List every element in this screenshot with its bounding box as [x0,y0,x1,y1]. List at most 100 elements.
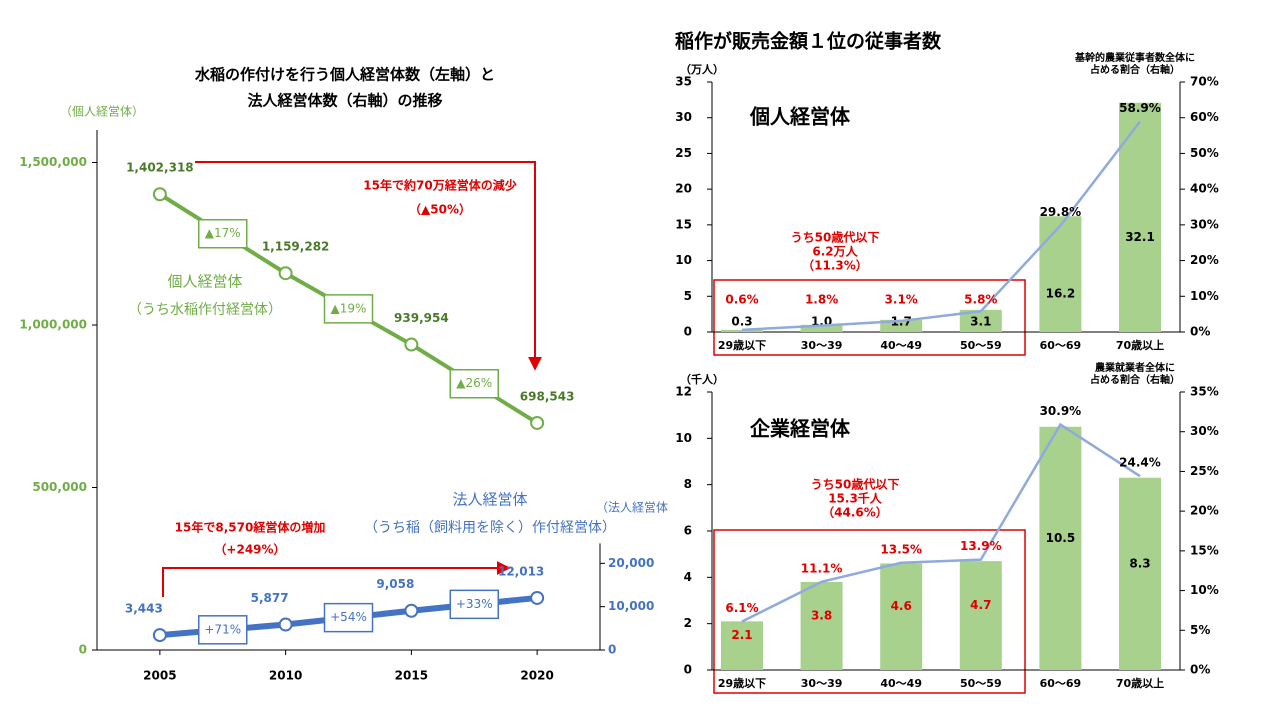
bar [800,581,843,670]
y2-axis-label: 占める割合（右軸） [1090,373,1180,386]
line-label: 13.9% [960,539,1002,553]
y-tick-label: 30 [675,110,692,124]
change-box [449,368,499,399]
line-label: 11.1% [801,561,843,575]
x-tick-label: 60～69 [1040,677,1082,690]
y2-tick-label: 30% [1190,217,1219,231]
value-label: 3,443 [125,602,163,616]
line-label: 29.8% [1040,205,1082,219]
y2-tick-label: 25% [1190,464,1219,478]
point [404,337,419,352]
y2-tick-label: 30% [1190,424,1219,438]
bar [800,324,843,332]
point [152,187,167,202]
change-box [323,602,374,633]
y2-axis-label: 基幹的農業従事者数全体に [1074,51,1195,64]
bar-label: 0.3 [731,315,752,329]
chart-title: 企業経営体 [750,417,851,441]
annotation: 15年で8,570経営体の増加 [175,520,326,535]
line-label: 13.5% [880,542,922,556]
x-tick-label: 29歳以下 [718,338,766,352]
y-tick-label: 0 [684,663,692,677]
x-tick-label: 40～49 [880,677,922,690]
chart-title: 個人経営体 [749,105,851,129]
heading: 稲作が販売金額１位の従事者数 [675,30,942,53]
x-tick-label: 2005 [143,669,176,683]
bar [1039,216,1082,332]
y-tick-label: 500,000 [32,480,87,494]
y2-axis-label: （法人経営体 [596,501,668,515]
y2-tick-label: 0 [608,643,616,657]
x-tick-label: 2020 [520,669,553,683]
y-tick-label: 1,500,000 [19,155,87,169]
x-tick-label: 50～59 [960,339,1002,352]
y-tick-label: 1,000,000 [19,318,87,332]
change-box [323,294,374,324]
y-tick-label: 10 [675,253,692,267]
y-axis-label: （万人） [680,63,724,76]
point [278,266,293,281]
value-label: 939,954 [394,311,449,325]
point [404,603,419,618]
value-label: 1,159,282 [262,240,330,254]
y-tick-label: 4 [684,570,692,584]
point [530,415,545,430]
series-note: （うち稲（飼料用を除く）作付経営体） [364,520,616,536]
x-tick-label: 2015 [395,669,428,683]
bar-label: 4.7 [970,598,991,612]
decrease-arrow [195,161,542,371]
value-label: 1,402,318 [126,161,194,175]
highlight-box [713,279,1026,356]
bar-label: 3.8 [811,608,832,622]
change-box [198,218,248,249]
bar-label: 16.2 [1046,287,1076,301]
bar-label: 10.5 [1046,531,1076,545]
change-label: +71% [204,622,241,636]
change-box [198,615,248,645]
highlight-box [713,529,1026,694]
bar [721,621,763,670]
annotation: （▲50%） [409,202,471,217]
x-tick-label: 60～69 [1040,339,1082,352]
value-label: 9,058 [376,577,414,591]
y2-tick-label: 20% [1190,253,1219,267]
bar [880,563,923,670]
y2-tick-label: 35% [1190,385,1219,399]
point [152,628,167,643]
y-tick-label: 6 [684,524,692,538]
y-tick-label: 8 [684,477,692,491]
line-label: 6.1% [725,601,758,615]
annotation: 6.2万人 [812,245,858,259]
x-tick-label: 29歳以下 [718,676,766,690]
bar-label: 32.1 [1125,230,1155,244]
line-label: 24.4% [1119,456,1161,470]
y2-tick-label: 10% [1190,583,1219,597]
line-label: 30.9% [1040,404,1082,418]
y2-axis-label: 農業就業者全体に [1095,361,1175,374]
bar-label: 8.3 [1129,556,1150,570]
bar [959,309,1002,332]
x-tick-label: 50～59 [960,677,1002,690]
y-tick-label: 20 [675,182,692,196]
series-note: （うち水稲作付経営体） [128,302,282,318]
annotation: うち50歳代以下 [791,230,880,245]
bar-label: 4.6 [891,599,912,613]
chart-title: 水稲の作付けを行う個人経営体数（左軸）と [194,66,495,84]
y-tick-label: 15 [675,217,692,231]
y2-axis-label: 占める割合（右軸） [1090,63,1180,76]
x-tick-label: 40～49 [880,339,922,352]
change-box [449,589,499,620]
bar-label: 2.1 [731,628,752,642]
line-label: 0.6% [725,293,758,307]
increase-arrow [162,561,511,597]
series-line [741,422,1141,623]
y2-tick-label: 10% [1190,289,1219,303]
annotation: （11.3%） [802,258,868,273]
bar [1119,477,1161,670]
y-tick-label: 2 [684,616,692,630]
point [278,617,293,632]
y-tick-label: 0 [684,325,692,339]
y2-tick-label: 20,000 [608,556,654,570]
